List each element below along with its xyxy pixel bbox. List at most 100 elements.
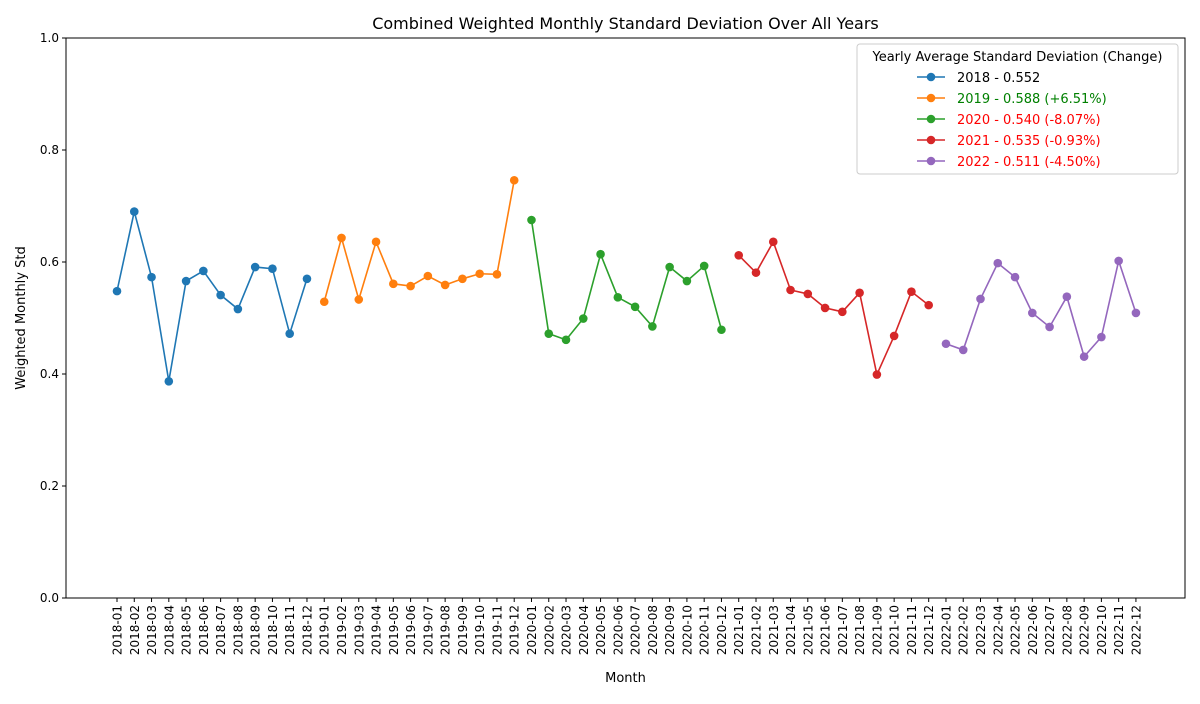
data-point (1045, 322, 1054, 332)
x-tick-label: 2021-11 (905, 605, 919, 655)
x-tick-label: 2020-04 (577, 605, 591, 655)
x-tick-label: 2018-05 (180, 605, 194, 655)
x-tick-label: 2021-05 (801, 605, 815, 655)
x-tick-label: 2022-11 (1112, 605, 1126, 655)
x-tick-label: 2020-11 (698, 605, 712, 655)
data-point (389, 279, 398, 289)
legend-marker-1 (926, 93, 936, 103)
x-tick-label: 2020-09 (663, 605, 677, 655)
x-tick-label: 2021-12 (922, 605, 936, 655)
plot-frame (65, 37, 1186, 599)
data-point (648, 322, 657, 331)
data-point (1079, 352, 1089, 361)
x-tick-label: 2018-11 (283, 605, 297, 655)
data-point (129, 207, 139, 216)
x-tick-label: 2018-01 (111, 605, 125, 655)
x-tick-label: 2018-10 (266, 605, 280, 655)
data-point (1028, 308, 1037, 318)
data-point (1097, 332, 1106, 342)
data-point (268, 264, 277, 274)
data-point (838, 307, 847, 317)
data-point (941, 339, 951, 349)
x-tick-label: 2019-02 (335, 605, 349, 655)
x-tick-label: 2021-02 (749, 605, 763, 655)
data-point (924, 300, 933, 310)
x-tick-label: 2022-12 (1129, 605, 1143, 655)
y-axis: 0.0 0.2 0.4 0.6 0.8 1.0 (40, 31, 66, 605)
plot-area (112, 175, 1141, 386)
x-tick-label: 2020-01 (525, 605, 539, 655)
data-point (319, 297, 329, 307)
x-tick-label: 2021-07 (836, 605, 850, 655)
y-tick-label: 1.0 (40, 31, 59, 45)
x-tick-label: 2022-08 (1060, 605, 1074, 655)
y-axis-label: Weighted Monthly Std (14, 246, 29, 389)
data-point (371, 237, 381, 247)
data-point (199, 266, 208, 276)
y-tick-label: 0.6 (40, 255, 59, 269)
x-tick-label: 2020-07 (629, 605, 643, 655)
series-line-1 (323, 180, 515, 303)
data-point (285, 329, 295, 338)
data-point (820, 303, 830, 313)
x-tick-label: 2020-02 (542, 605, 556, 655)
data-point (216, 290, 225, 300)
x-tick-label: 2019-01 (318, 605, 332, 655)
x-tick-label: 2019-07 (421, 605, 435, 655)
x-tick-label: 2021-06 (819, 605, 833, 655)
x-tick-label: 2021-04 (784, 605, 798, 655)
x-tick-label: 2022-05 (1009, 605, 1023, 655)
data-point (907, 287, 916, 296)
data-point (1062, 292, 1072, 302)
x-tick-label: 2020-10 (680, 605, 694, 655)
legend-entry-3: 2021 - 0.535 (-0.93%) (957, 134, 1101, 149)
series-line-0 (116, 211, 308, 382)
x-tick-label: 2020-08 (646, 605, 660, 655)
x-tick-label: 2022-07 (1043, 605, 1057, 655)
x-tick-label: 2019-03 (352, 605, 366, 655)
x-tick-label: 2018-06 (197, 605, 211, 655)
data-point (613, 292, 623, 302)
chart-title: Combined Weighted Monthly Standard Devia… (372, 14, 879, 33)
data-point (734, 250, 744, 260)
data-point (855, 288, 864, 298)
data-point (596, 249, 605, 259)
x-tick-label: 2020-05 (594, 605, 608, 655)
data-point (354, 295, 364, 304)
data-point (250, 262, 260, 272)
data-point (509, 175, 519, 185)
data-point (786, 285, 795, 295)
x-tick-label: 2019-04 (370, 605, 384, 655)
legend-marker-2 (926, 114, 936, 124)
x-tick-label: 2019-10 (473, 605, 487, 655)
data-point (406, 281, 415, 291)
legend-entry-1: 2019 - 0.588 (+6.51%) (957, 92, 1107, 107)
data-point (682, 276, 692, 286)
x-tick-label: 2019-11 (490, 605, 504, 655)
x-tick-label: 2021-01 (732, 605, 746, 655)
x-tick-label: 2018-12 (300, 605, 314, 655)
data-point (302, 274, 312, 284)
series-line-2 (530, 219, 723, 341)
x-axis: 2018-01 2018-02 2018-03 2018-04 2018-05 2018-… (111, 598, 1143, 655)
x-axis-label: Month (605, 671, 646, 686)
data-point (630, 302, 640, 312)
data-point (665, 262, 674, 272)
data-point (423, 271, 433, 281)
data-point (1131, 308, 1141, 318)
x-tick-label: 2022-01 (939, 605, 953, 655)
legend-entry-4: 2022 - 0.511 (-4.50%) (957, 155, 1101, 170)
data-point (699, 261, 709, 271)
x-tick-label: 2018-02 (128, 605, 142, 655)
data-point (112, 286, 122, 296)
data-point (872, 370, 882, 379)
legend-entry-0: 2018 - 0.552 (957, 71, 1040, 86)
x-tick-label: 2022-09 (1078, 605, 1092, 655)
data-point (768, 237, 778, 247)
data-point (803, 289, 813, 299)
data-point (717, 325, 726, 335)
x-tick-label: 2022-04 (991, 605, 1005, 655)
x-tick-label: 2022-10 (1095, 605, 1109, 655)
